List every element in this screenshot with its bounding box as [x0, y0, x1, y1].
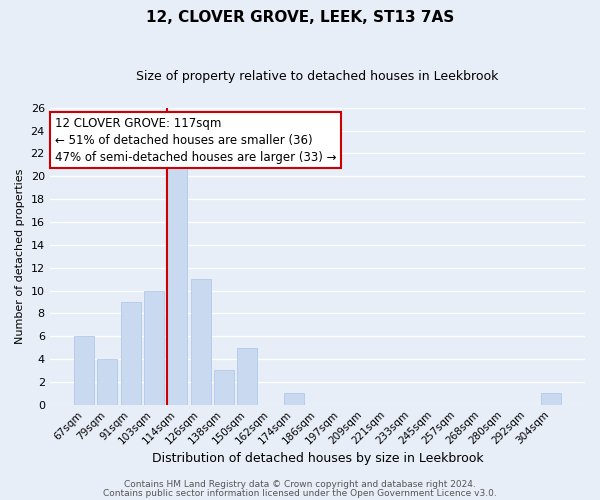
Bar — [238, 348, 257, 405]
Y-axis label: Number of detached properties: Number of detached properties — [15, 168, 25, 344]
Bar — [74, 336, 94, 404]
Bar — [167, 165, 187, 404]
Text: 12 CLOVER GROVE: 117sqm
← 51% of detached houses are smaller (36)
47% of semi-de: 12 CLOVER GROVE: 117sqm ← 51% of detache… — [55, 116, 337, 164]
Bar — [284, 394, 304, 404]
Bar — [121, 302, 140, 404]
Text: Contains HM Land Registry data © Crown copyright and database right 2024.: Contains HM Land Registry data © Crown c… — [124, 480, 476, 489]
X-axis label: Distribution of detached houses by size in Leekbrook: Distribution of detached houses by size … — [152, 452, 483, 465]
Bar — [97, 359, 117, 405]
Title: Size of property relative to detached houses in Leekbrook: Size of property relative to detached ho… — [136, 70, 499, 83]
Text: 12, CLOVER GROVE, LEEK, ST13 7AS: 12, CLOVER GROVE, LEEK, ST13 7AS — [146, 10, 454, 25]
Bar — [144, 290, 164, 405]
Bar — [191, 279, 211, 404]
Bar — [214, 370, 234, 404]
Bar — [541, 394, 560, 404]
Text: Contains public sector information licensed under the Open Government Licence v3: Contains public sector information licen… — [103, 488, 497, 498]
